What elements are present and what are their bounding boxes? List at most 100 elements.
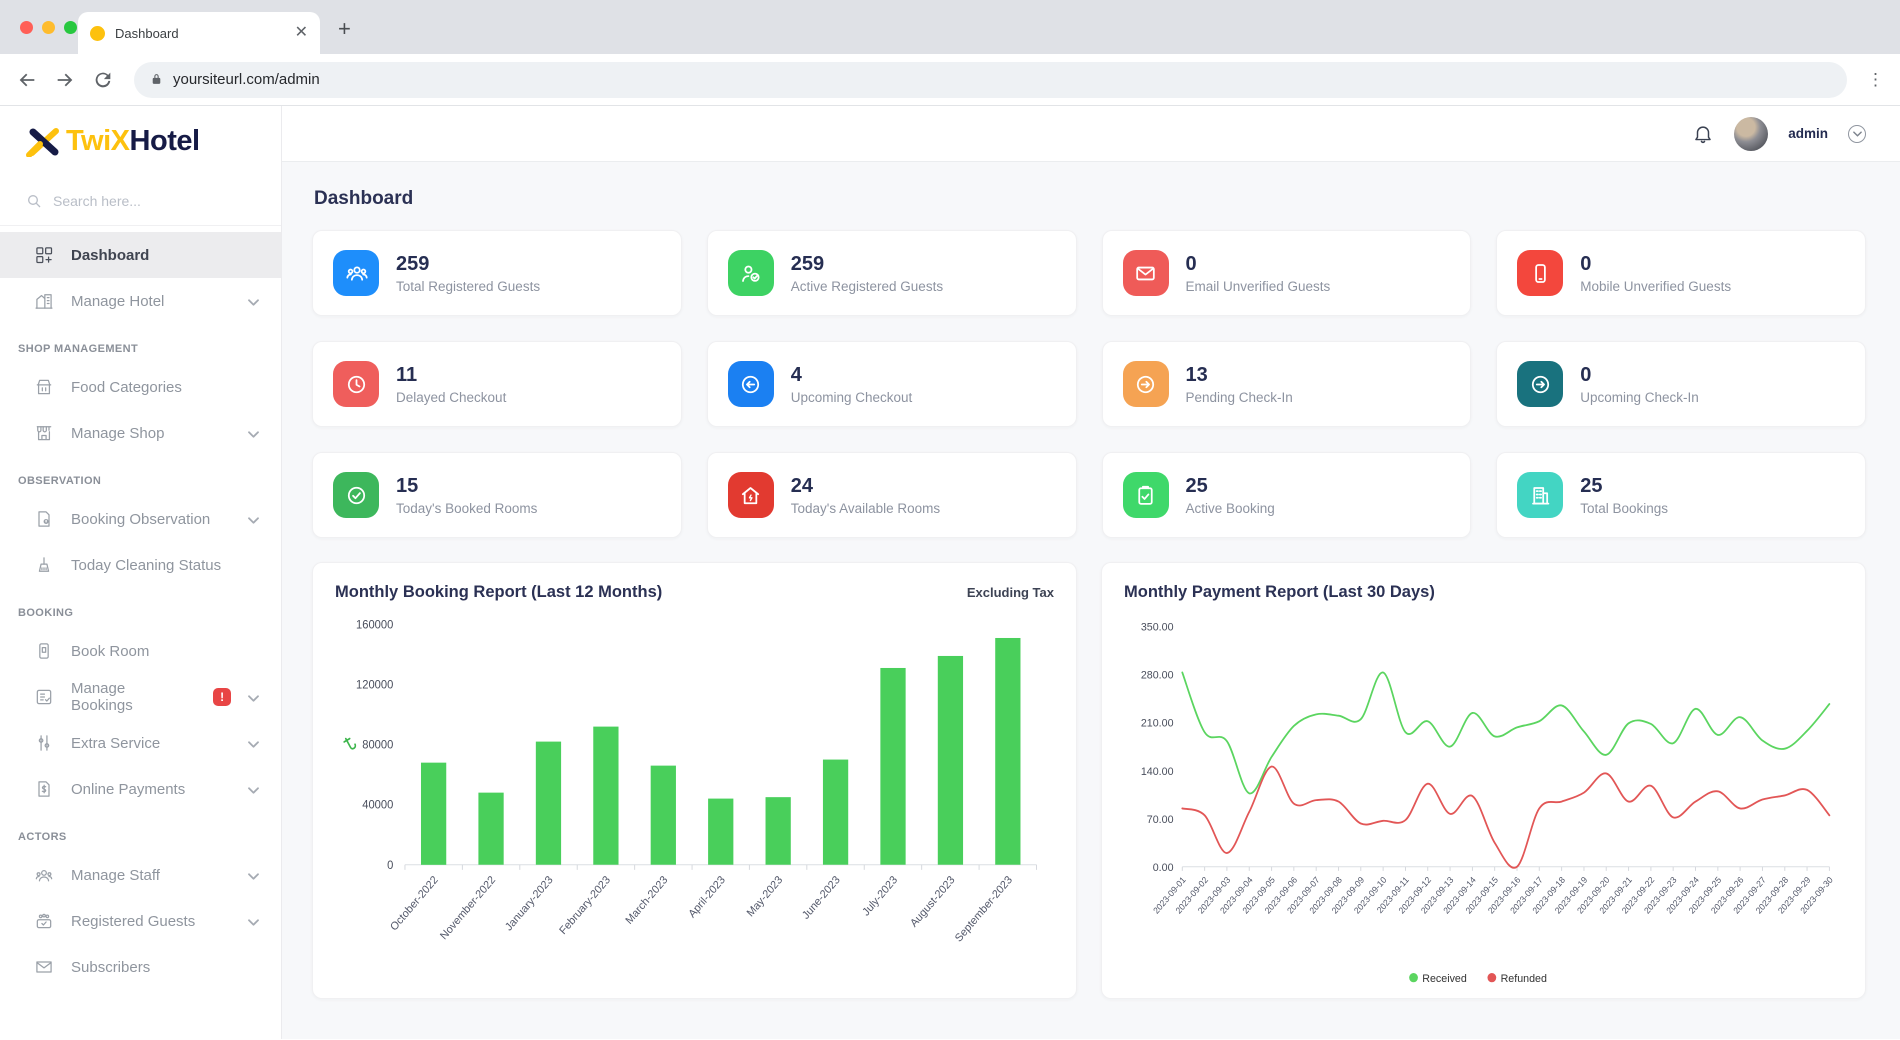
charts-row: Monthly Booking Report (Last 12 Months) …	[312, 562, 1866, 999]
staff-icon	[34, 865, 54, 885]
stat-label: Total Bookings	[1580, 500, 1669, 516]
reload-icon[interactable]	[92, 69, 114, 91]
sidebar-item-manage-bookings[interactable]: Manage Bookings!	[0, 674, 281, 720]
guests-icon	[34, 911, 54, 931]
browser-tab[interactable]: Dashboard ✕	[78, 12, 320, 54]
stat-label: Email Unverified Guests	[1185, 278, 1331, 294]
avatar[interactable]	[1734, 116, 1769, 151]
chevron-down-icon	[248, 867, 259, 884]
bookings-icon	[34, 687, 54, 707]
sidebar-item-label: Manage Staff	[71, 866, 160, 884]
sidebar-nav: Dashboard Manage Hotel SHOP MANAGEMENT Food…	[0, 226, 281, 990]
svg-text:June-2023: June-2023	[800, 874, 842, 922]
sidebar-item-subscribers[interactable]: Subscribers	[0, 944, 281, 990]
dashboard-icon	[34, 245, 54, 265]
stat-card-total-bookings: 25 Total Bookings	[1496, 452, 1866, 538]
stat-value: 25	[1185, 474, 1208, 497]
alert-badge: !	[213, 688, 231, 706]
minimize-window-button[interactable]	[42, 21, 55, 34]
booking-report-chart: 0 40000 80000 120000 160000 October-2022 Novem…	[335, 608, 1054, 990]
sidebar-item-manage-hotel[interactable]: Manage Hotel	[0, 278, 281, 324]
svg-text:January-2023: January-2023	[503, 874, 555, 934]
sidebar-item-registered-guests[interactable]: Registered Guests	[0, 898, 281, 944]
mobile-icon	[1517, 250, 1564, 296]
sidebar-item-food-categories[interactable]: Food Categories	[0, 364, 281, 410]
sidebar-item-booking-observation[interactable]: Booking Observation	[0, 496, 281, 542]
food-icon	[34, 377, 54, 397]
maximize-window-button[interactable]	[64, 21, 77, 34]
lock-icon	[152, 74, 161, 84]
svg-text:280.00: 280.00	[1141, 669, 1174, 681]
checkin-icon	[1122, 361, 1169, 407]
stat-card-mobile-unverified-guests: 0 Mobile Unverified Guests	[1496, 230, 1866, 316]
forward-icon[interactable]	[54, 69, 76, 91]
stat-value: 4	[790, 363, 802, 386]
stat-value: 0	[1185, 252, 1197, 275]
stat-card-delayed-checkout: 11 Delayed Checkout	[312, 341, 682, 427]
sidebar-item-extra-service[interactable]: Extra Service	[0, 720, 281, 766]
payment-report-title: Monthly Payment Report (Last 30 Days)	[1124, 583, 1435, 601]
user-check-icon	[727, 250, 774, 296]
notifications-bell-icon[interactable]	[1692, 122, 1714, 145]
stat-value: 13	[1185, 363, 1208, 386]
book-room-icon	[34, 641, 54, 661]
sidebar-item-book-room[interactable]: Book Room	[0, 628, 281, 674]
sidebar-item-today-cleaning-status[interactable]: Today Cleaning Status	[0, 542, 281, 588]
chevron-down-icon	[248, 293, 259, 310]
sidebar-item-label: Subscribers	[71, 958, 151, 976]
observation-icon	[34, 509, 54, 529]
checkout-icon	[727, 361, 774, 407]
extra-service-icon	[34, 733, 54, 753]
sidebar-section-actors: ACTORS	[18, 831, 67, 843]
svg-text:February-2023: February-2023	[557, 874, 613, 937]
sidebar-section-booking: BOOKING	[18, 607, 74, 619]
url-bar[interactable]: yoursiteurl.com/admin	[134, 61, 1847, 98]
sidebar-item-label: Manage Bookings	[71, 680, 133, 714]
username[interactable]: admin	[1788, 126, 1828, 141]
booking-report-card: Monthly Booking Report (Last 12 Months) …	[312, 562, 1077, 999]
browser-menu-icon[interactable]: ⋮	[1867, 69, 1884, 89]
chevron-down-icon	[248, 511, 259, 528]
sidebar-item-online-payments[interactable]: Online Payments	[0, 766, 281, 812]
svg-text:210.00: 210.00	[1141, 717, 1174, 729]
stat-label: Upcoming Check-In	[1580, 389, 1699, 405]
logo-mark-icon	[26, 128, 59, 157]
stat-card-email-unverified-guests: 0 Email Unverified Guests	[1101, 230, 1472, 316]
close-window-button[interactable]	[20, 21, 33, 34]
svg-text:May-2023: May-2023	[745, 874, 785, 920]
new-tab-button[interactable]: +	[338, 16, 351, 41]
chevron-down-icon	[248, 781, 259, 798]
sidebar-item-manage-staff[interactable]: Manage Staff	[0, 852, 281, 898]
back-icon[interactable]	[16, 69, 38, 91]
stat-value: 259	[790, 252, 825, 275]
stat-value: 259	[396, 252, 430, 275]
stat-card-pending-check-in: 13 Pending Check-In	[1101, 341, 1472, 427]
sidebar-item-manage-shop[interactable]: Manage Shop	[0, 410, 281, 456]
check-circle-icon	[333, 472, 379, 518]
sidebar-item-dashboard[interactable]: Dashboard	[0, 232, 281, 278]
chevron-down-icon	[248, 913, 259, 930]
stat-card-active-registered-guests: 259 Active Registered Guests	[706, 230, 1077, 316]
stat-card-today-s-booked-rooms: 15 Today's Booked Rooms	[312, 452, 682, 538]
chevron-down-icon	[248, 425, 259, 442]
sidebar-item-label: Registered Guests	[71, 912, 196, 930]
svg-text:70.00: 70.00	[1147, 814, 1174, 826]
stat-label: Active Registered Guests	[790, 278, 944, 294]
logo[interactable]: TwiXHotel	[0, 106, 281, 176]
sidebar-search	[0, 176, 281, 226]
page-title: Dashboard	[314, 188, 414, 209]
sidebar-item-label: Booking Observation	[71, 510, 211, 528]
tab-close-icon[interactable]: ✕	[294, 24, 308, 41]
payment-report-card: Monthly Payment Report (Last 30 Days) 0.…	[1101, 562, 1866, 999]
user-menu-chevron-icon[interactable]	[1848, 124, 1866, 143]
sidebar-section-shop-management: SHOP MANAGEMENT	[18, 343, 139, 355]
payments-icon	[34, 779, 54, 799]
payment-report-chart: 0.00 70.00 140.00 210.00 280.00 350.00 2023-09…	[1124, 608, 1843, 990]
hotel-icon	[34, 291, 54, 311]
search-input[interactable]	[53, 192, 255, 209]
content: Dashboard 259 Total Registered Guests 259 A…	[282, 162, 1900, 1039]
tab-favicon	[90, 25, 105, 41]
sidebar-section-observation: OBSERVATION	[18, 475, 102, 487]
stat-card-today-s-available-rooms: 24 Today's Available Rooms	[706, 452, 1077, 538]
svg-text:160000: 160000	[356, 619, 393, 631]
